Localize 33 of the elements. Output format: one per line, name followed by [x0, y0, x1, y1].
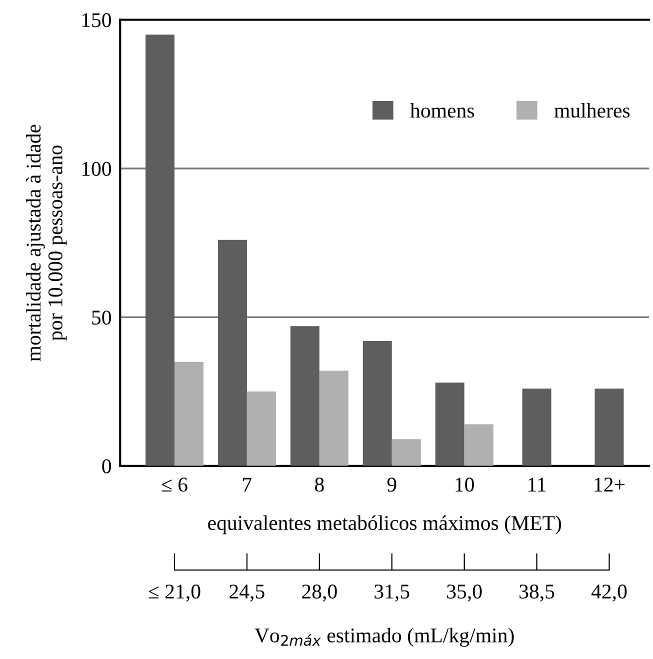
bar	[174, 362, 204, 466]
bar	[362, 340, 392, 466]
x2-tick-label: 31,5	[374, 584, 410, 602]
x-axis-title: equivalentes metabólicos máximos (MET)	[208, 515, 562, 534]
y-tick-label: 100	[82, 162, 112, 176]
x2-tick-label: 38,5	[520, 584, 554, 602]
bar	[290, 326, 320, 466]
bar	[319, 370, 348, 466]
x-tick-label: 10	[456, 478, 474, 492]
bar	[246, 392, 276, 466]
bar	[392, 439, 421, 466]
x2-tick-label: 35,0	[447, 584, 482, 602]
x-tick-label: 7	[243, 478, 252, 492]
x2-tick-label: 42,0	[591, 584, 627, 602]
y-axis-title: mortalidade ajustada à idade por 10.000 pessoas-ano	[26, 124, 67, 362]
legend-label: mulheres	[554, 102, 630, 118]
x-tick-label: 8	[314, 478, 324, 492]
x2-tick-label: 28,0	[302, 584, 337, 602]
bar	[146, 34, 174, 466]
y-tick-label: 50	[92, 310, 112, 325]
x2-axis-title: Vo$_{2máx}$ estimado (mL/kg/min)	[254, 628, 514, 647]
bar	[218, 240, 247, 466]
legend-label: homens	[410, 102, 474, 118]
x2-tick-label: ≤ 21,0	[148, 584, 200, 602]
x-tick-label: ≤ 6	[162, 478, 188, 492]
x-tick-label: 9	[387, 478, 396, 492]
y-tick-label: 0	[102, 459, 112, 474]
x-tick-label: 11	[528, 478, 546, 492]
y-tick-label: 150	[82, 13, 112, 28]
x-tick-label: 12+	[594, 478, 625, 492]
bar	[435, 382, 464, 466]
x2-tick-label: 24,5	[230, 584, 264, 602]
bar	[464, 424, 494, 466]
